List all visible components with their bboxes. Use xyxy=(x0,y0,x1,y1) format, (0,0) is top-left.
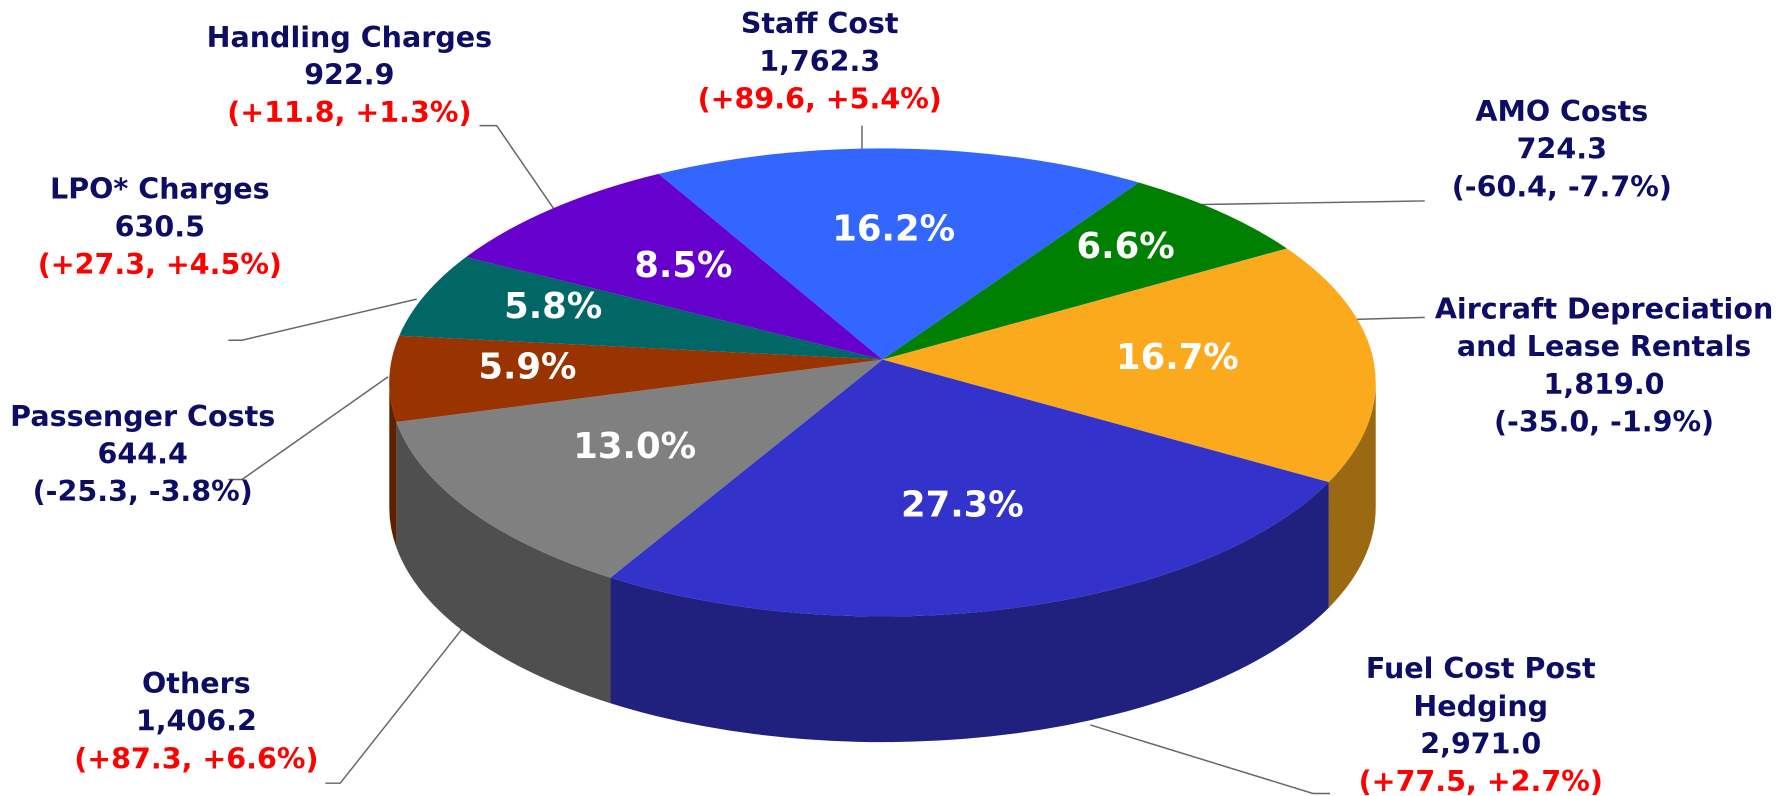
slice-label: Staff Cost 1,762.3 (+89.6, +5.4%) xyxy=(637,5,1002,118)
change: (-35.0, -1.9%) xyxy=(1493,405,1715,439)
amount: 922.9 xyxy=(304,58,395,92)
pie-slice xyxy=(658,148,1139,360)
pie-slice-side xyxy=(1328,382,1376,608)
slice-label: LPO* Charges 630.5 (+27.3, +4.5%) xyxy=(0,170,331,283)
change: (+27.3, +4.5%) xyxy=(37,247,282,281)
change: (+89.6, +5.4%) xyxy=(697,82,942,116)
slice-label: AMO Costs 724.3 (-60.4, -7.7%) xyxy=(1379,92,1744,205)
pie-slice xyxy=(882,182,1287,360)
slice-percent-label: 5.8% xyxy=(504,286,602,327)
pie-slice xyxy=(882,248,1376,483)
pie-slice xyxy=(399,257,883,360)
slice-percent-label: 16.7% xyxy=(1116,337,1239,378)
pie-sides xyxy=(389,382,1376,743)
amount: 1,406.2 xyxy=(135,704,257,738)
category-name: LPO* Charges xyxy=(50,172,270,206)
slice-label: Aircraft Depreciation and Lease Rentals 1… xyxy=(1416,290,1781,441)
leader-line xyxy=(228,298,417,341)
slice-percent-label: 27.3% xyxy=(901,484,1024,525)
slice-percent-label: 8.5% xyxy=(634,245,732,286)
leader-line xyxy=(479,124,563,221)
pie-slice-side xyxy=(610,482,1329,743)
pie-slice xyxy=(610,359,1329,617)
slice-percent-label: 5.9% xyxy=(478,346,576,387)
category-name: AMO Costs xyxy=(1475,94,1649,128)
slice-label: Passenger Costs 644.4 (-25.3, -3.8%) xyxy=(0,397,314,510)
pie-tops xyxy=(389,148,1376,617)
leader-line xyxy=(228,376,389,481)
slice-label: Others 1,406.2 (+87.3, +6.6%) xyxy=(14,664,379,777)
amount: 630.5 xyxy=(114,210,205,244)
pie-slice xyxy=(466,173,883,360)
pie-slice-side xyxy=(389,382,397,548)
pie-slice xyxy=(389,335,883,422)
amount: 644.4 xyxy=(97,437,188,471)
pie-slice xyxy=(396,359,883,578)
category-name: Passenger Costs xyxy=(10,399,276,433)
category-name: Aircraft Depreciation and Lease Rentals xyxy=(1434,292,1774,364)
amount: 1,819.0 xyxy=(1543,367,1665,401)
slice-percent-label: 13.0% xyxy=(573,426,696,467)
change: (+77.5, +2.7%) xyxy=(1358,764,1603,796)
leader-line xyxy=(1090,724,1331,795)
leader-line xyxy=(1347,316,1425,321)
slice-percent-label: 6.6% xyxy=(1077,226,1175,267)
change: (-60.4, -7.7%) xyxy=(1451,170,1672,204)
slice-label: Handling Charges 922.9 (+11.8, +1.3%) xyxy=(167,18,532,131)
category-name: Staff Cost xyxy=(740,6,899,40)
change: (-25.3, -3.8%) xyxy=(32,474,253,509)
change: (+11.8, +1.3%) xyxy=(227,95,472,130)
category-name: Others xyxy=(142,666,251,700)
leader-line xyxy=(325,625,466,784)
amount: 1,762.3 xyxy=(759,44,881,78)
pie-slice-side xyxy=(396,421,611,704)
category-name: Handling Charges xyxy=(206,20,493,54)
change: (+87.3, +6.6%) xyxy=(74,742,319,776)
amount: 2,971.0 xyxy=(1420,727,1542,761)
slice-percent-label: 16.2% xyxy=(832,209,955,250)
category-name: Fuel Cost Post Hedging xyxy=(1365,651,1596,723)
slice-label: Fuel Cost Post Hedging 2,971.0 (+77.5, +2.… xyxy=(1332,650,1629,796)
amount: 724.3 xyxy=(1516,132,1607,166)
